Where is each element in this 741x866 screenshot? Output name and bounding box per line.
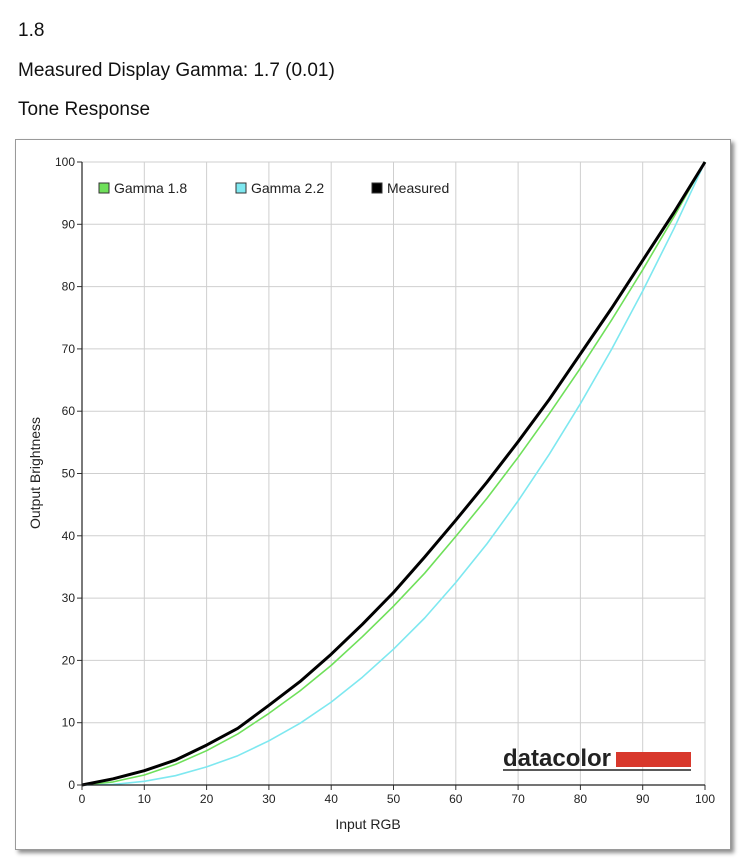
x-axis-title: Input RGB bbox=[335, 816, 400, 832]
legend-swatch bbox=[235, 182, 247, 194]
y-tick-label: 100 bbox=[55, 155, 75, 169]
y-tick-label: 20 bbox=[62, 653, 76, 667]
series-lines bbox=[81, 161, 707, 787]
series-line-gamma-1-8 bbox=[81, 161, 706, 786]
y-axis-title: Output Brightness bbox=[27, 417, 43, 529]
y-tick-label: 40 bbox=[62, 529, 76, 543]
axes: 0 10 20 30 40 50 60 70 80 90 100 0 10 20 30 40 50 60 70 80 9… bbox=[55, 155, 715, 806]
x-tick-label: 70 bbox=[511, 792, 525, 806]
y-tick-label: 0 bbox=[68, 778, 75, 792]
legend-swatch bbox=[371, 182, 383, 194]
y-tick-label: 10 bbox=[62, 716, 76, 730]
logo-red-bar bbox=[616, 752, 691, 767]
legend: Gamma 1.8 Gamma 2.2 Measured bbox=[98, 180, 449, 196]
series-line-gamma-2-2 bbox=[81, 161, 706, 786]
y-tick-label: 70 bbox=[62, 342, 76, 356]
x-tick-label: 0 bbox=[79, 792, 86, 806]
section-title: Tone Response bbox=[18, 99, 151, 120]
x-tick-label: 90 bbox=[636, 792, 650, 806]
x-tick-label: 100 bbox=[695, 792, 715, 806]
x-tick-label: 60 bbox=[449, 792, 463, 806]
gamma-setting-value: 1.8 bbox=[18, 20, 45, 41]
tone-response-chart: 0 10 20 30 40 50 60 70 80 90 100 0 10 20 30 40 50 60 70 80 9… bbox=[15, 139, 731, 850]
y-tick-label: 60 bbox=[62, 404, 76, 418]
legend-swatch bbox=[98, 182, 110, 194]
x-tick-label: 80 bbox=[574, 792, 588, 806]
y-tick-label: 80 bbox=[62, 280, 76, 294]
chart-svg: 0 10 20 30 40 50 60 70 80 90 100 0 10 20 30 40 50 60 70 80 9… bbox=[27, 155, 715, 832]
series-line-measured bbox=[81, 161, 707, 787]
y-tick-label: 50 bbox=[62, 467, 76, 481]
legend-label: Gamma 1.8 bbox=[114, 180, 187, 196]
x-tick-label: 50 bbox=[387, 792, 401, 806]
legend-label: Gamma 2.2 bbox=[251, 180, 324, 196]
x-tick-label: 10 bbox=[138, 792, 152, 806]
legend-label: Measured bbox=[387, 180, 449, 196]
y-tick-label: 90 bbox=[62, 217, 76, 231]
x-tick-label: 20 bbox=[200, 792, 214, 806]
x-tick-label: 40 bbox=[325, 792, 339, 806]
measured-gamma-text: Measured Display Gamma: 1.7 (0.01) bbox=[18, 60, 335, 81]
datacolor-logo: datacolor bbox=[503, 745, 691, 772]
y-tick-label: 30 bbox=[62, 591, 76, 605]
grid-lines bbox=[81, 161, 706, 786]
logo-wordmark: datacolor bbox=[503, 745, 611, 772]
x-tick-label: 30 bbox=[262, 792, 276, 806]
